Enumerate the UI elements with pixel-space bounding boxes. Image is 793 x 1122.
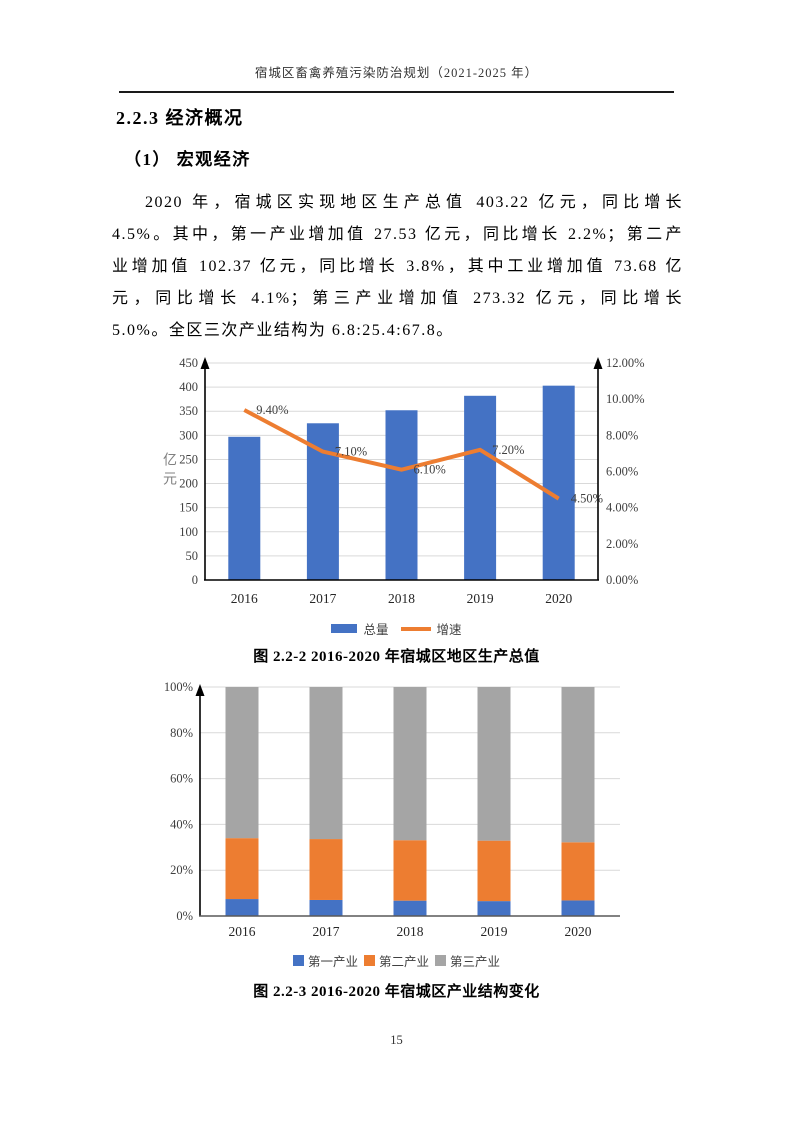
growth-line-swatch	[400, 626, 431, 631]
left-axis-tick: 400	[179, 380, 198, 394]
y-axis-tick: 80%	[170, 726, 193, 740]
left-axis-tick: 200	[179, 477, 198, 491]
subsection-heading: （1） 宏观经济	[124, 150, 251, 169]
legend-label-primary: 第一产业	[307, 955, 358, 969]
stack-segment-2019	[477, 687, 511, 841]
bar-2019	[464, 395, 497, 580]
paragraph-line: 5.0%。全区三次产业结构为 6.8:25.4:67.8。	[112, 322, 454, 339]
secondary-industry-swatch	[363, 955, 375, 966]
gdp-combo-chart-canvas: 9.40% 7.10% 6.10% 7.20% 4.50% 450 400 350 300 250…	[179, 356, 645, 606]
y-axis-tick: 40%	[170, 817, 193, 831]
left-axis-tick: 250	[179, 452, 198, 466]
stack-segment-2017	[309, 899, 343, 916]
bar-2018	[385, 410, 418, 580]
paragraph-line: 2020 年，宿城区实现地区生产总值 403.22 亿元，同比增长	[145, 194, 683, 211]
legend-item-growth: 增速	[400, 619, 462, 638]
y-axis-arrow	[195, 684, 205, 696]
stack-segment-2020	[561, 900, 595, 916]
right-axis-tick: 12.00%	[606, 356, 645, 370]
stack-segment-2020	[561, 687, 595, 843]
line-point-label: 6.10%	[414, 463, 446, 477]
figure2-caption: 图 2.2-3 2016-2020 年宿城区产业结构变化	[253, 984, 540, 1000]
growth-rate-line	[243, 408, 560, 501]
x-axis-label: 2016	[231, 591, 258, 606]
y-axis-tick: 100%	[164, 680, 193, 694]
legend-label-growth: 增速	[436, 623, 462, 637]
stack-segment-2020	[561, 842, 595, 901]
x-axis-label: 2017	[309, 591, 336, 606]
bar-2016	[228, 436, 261, 580]
chart1-legend: 总量 增速	[0, 619, 793, 638]
paragraph-line: 业增加值 102.37 亿元，同比增长 3.8%，其中工业增加值 73.68 亿	[112, 258, 683, 275]
right-axis-tick: 8.00%	[606, 428, 638, 442]
line-point-label: 4.50%	[571, 492, 603, 506]
legend-label-tertiary: 第三产业	[450, 955, 501, 969]
left-axis-tick: 100	[179, 525, 198, 539]
primary-industry-swatch	[292, 955, 304, 966]
stack-segment-2019	[477, 840, 511, 902]
x-axis-label: 2020	[545, 591, 572, 606]
paragraph-line: 4.5%。其中，第一产业增加值 27.53 亿元，同比增长 2.2%；第二产	[112, 226, 683, 243]
left-axis-tick: 350	[179, 404, 198, 418]
x-axis-label: 2020	[565, 924, 592, 939]
left-axis-tick: 450	[179, 356, 198, 370]
left-axis-tick: 300	[179, 428, 198, 442]
stack-segment-2017	[309, 839, 343, 900]
stack-segment-2016	[225, 899, 259, 916]
total-bar-swatch	[331, 624, 358, 633]
page-number: 15	[390, 1033, 403, 1047]
stack-segment-2018	[393, 900, 427, 916]
legend-item-total: 总量	[331, 619, 389, 638]
y-axis-tick: 20%	[170, 863, 193, 877]
stack-segment-2016	[225, 687, 259, 839]
figure-gdp-chart: 9.40% 7.10% 6.10% 7.20% 4.50% 450 400 350 300 250…	[150, 352, 675, 614]
left-axis-unit-label: 亿元	[161, 452, 176, 490]
figure-industry-structure-chart: 100% 80% 60% 40% 20% 0% 2016 2017 2018 2019 2020	[145, 678, 680, 944]
right-axis-arrow	[593, 357, 603, 369]
stack-segment-2019	[477, 901, 511, 916]
right-axis-tick: 4.00%	[606, 501, 638, 515]
x-axis-label: 2016	[229, 924, 256, 939]
left-axis-tick: 150	[179, 501, 198, 515]
line-point-label: 7.10%	[335, 445, 367, 459]
legend-item-secondary-industry: 第二产业	[363, 951, 429, 970]
y-axis-tick: 0%	[176, 909, 193, 923]
stack-segment-2018	[393, 687, 427, 841]
left-axis-arrow	[200, 357, 210, 369]
industry-stacked-chart-canvas: 100% 80% 60% 40% 20% 0% 2016 2017 2018 2019 2020	[164, 680, 620, 939]
x-axis-label: 2019	[481, 924, 508, 939]
legend-item-tertiary-industry: 第三产业	[435, 951, 500, 970]
right-axis-tick: 2.00%	[606, 537, 638, 551]
legend-item-primary-industry: 第一产业	[292, 951, 358, 970]
header-divider	[119, 91, 674, 93]
stack-segment-2017	[309, 687, 343, 840]
x-axis-label: 2019	[467, 591, 494, 606]
legend-label-total: 总量	[363, 623, 389, 637]
stack-segment-2016	[225, 838, 259, 900]
stack-segment-2018	[393, 840, 427, 901]
right-axis-tick: 0.00%	[606, 573, 638, 587]
x-axis-label: 2017	[313, 924, 340, 939]
line-point-label: 7.20%	[492, 443, 524, 457]
line-point-label: 9.40%	[256, 403, 288, 417]
paragraph-line: 元，同比增长 4.1%；第三产业增加值 273.32 亿元，同比增长	[112, 290, 683, 307]
right-axis-tick: 10.00%	[606, 392, 645, 406]
y-axis-tick: 60%	[170, 772, 193, 786]
section-heading: 2.2.3 经济概况	[116, 108, 244, 128]
left-axis-tick: 0	[192, 573, 198, 587]
page-header: 宿城区畜禽养殖污染防治规划（2021-2025 年）	[254, 66, 539, 80]
x-axis-label: 2018	[388, 591, 415, 606]
body-paragraph: 2020 年，宿城区实现地区生产总值 403.22 亿元，同比增长 4.5%。其…	[112, 187, 683, 347]
chart2-legend: 第一产业 第二产业 第三产业	[0, 951, 793, 970]
legend-label-secondary: 第二产业	[378, 955, 429, 969]
tertiary-industry-swatch	[435, 955, 446, 966]
bar-2020	[542, 385, 575, 580]
right-axis-tick: 6.00%	[606, 465, 638, 479]
x-axis-label: 2018	[397, 924, 424, 939]
figure1-caption: 图 2.2-2 2016-2020 年宿城区地区生产总值	[253, 649, 540, 665]
left-axis-tick: 50	[186, 549, 199, 563]
